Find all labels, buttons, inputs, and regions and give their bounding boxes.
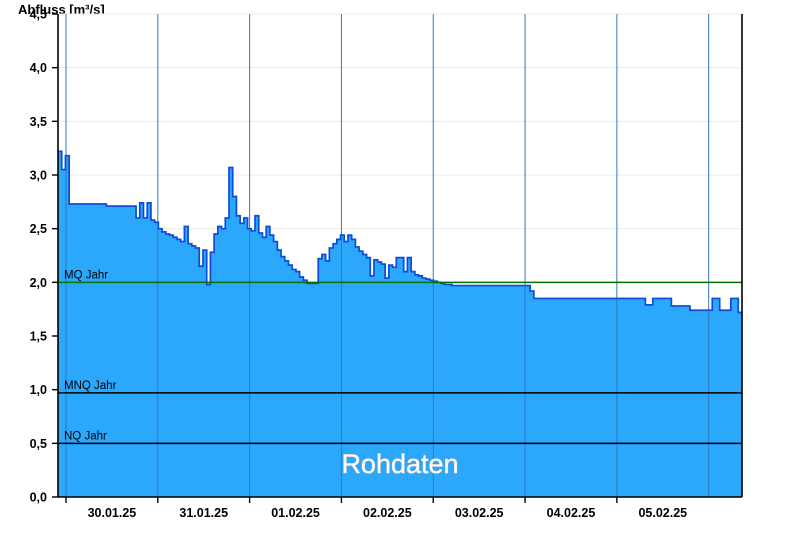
y-tick-label: 3,0: [30, 169, 47, 183]
area-fill: [58, 151, 742, 498]
series-outline: [58, 150, 742, 314]
y-tick-label: 4,0: [30, 61, 47, 75]
x-tick-label: 02.02.25: [363, 506, 412, 520]
x-axis-ticks: 30.01.25 31.01.25 01.02.25 02.02.25 03.02.25…: [65, 497, 687, 520]
y-tick-label: 2,5: [30, 222, 47, 236]
x-tick-label: 04.02.25: [547, 506, 596, 520]
y-axis-ticks: 0,0 0,5 1,0 1,5 2,0 2,5 3,0 3,5 4,0 4,5: [30, 8, 58, 505]
x-tick-label: 30.01.25: [88, 506, 137, 520]
threshold-label-nq-jahr: NQ Jahr: [64, 430, 107, 442]
y-tick-label: 1,5: [30, 330, 47, 344]
threshold-labels-group: MQ Jahr MNQ Jahr NQ Jahr: [64, 269, 117, 442]
y-tick-label: 0,5: [30, 437, 47, 451]
x-tick-label: 31.01.25: [179, 506, 228, 520]
vertical-gridlines: [65, 14, 710, 497]
threshold-lines-group: [58, 281, 742, 445]
watermark-label: Rohdaten: [341, 449, 458, 479]
page-title: Abfluss [m³/s]: [18, 2, 105, 17]
x-tick-label: 05.02.25: [638, 506, 687, 520]
threshold-label-mq-jahr: MQ Jahr: [64, 269, 108, 281]
y-tick-label: 3,5: [30, 115, 47, 129]
y-tick-label: 4,5: [30, 8, 47, 22]
y-tick-label: 0,0: [30, 491, 47, 505]
y-tick-label: 1,0: [30, 383, 47, 397]
x-tick-label: 01.02.25: [271, 506, 320, 520]
x-tick-label: 03.02.25: [455, 506, 504, 520]
y-tick-label: 2,0: [30, 276, 47, 290]
data-series-group: [58, 14, 742, 498]
threshold-label-mnq-jahr: MNQ Jahr: [64, 380, 117, 392]
